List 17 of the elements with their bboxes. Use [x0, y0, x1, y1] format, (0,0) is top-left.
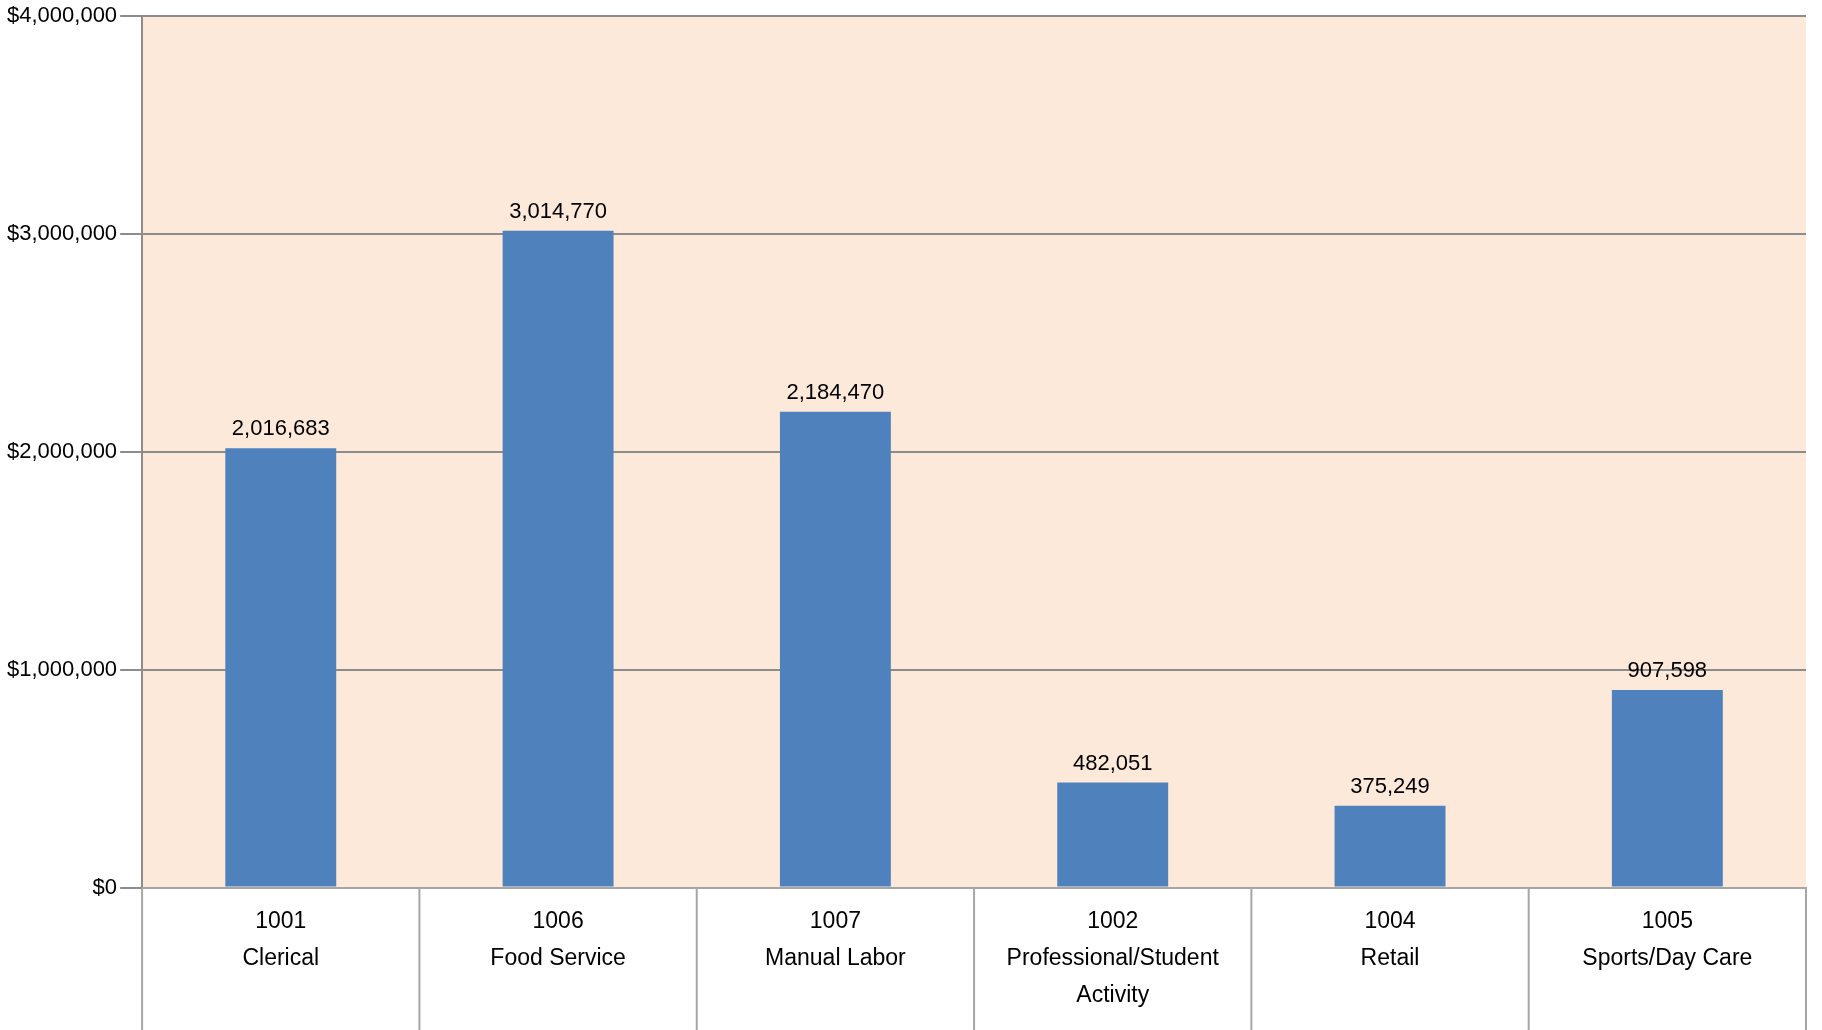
- y-tick-label: $4,000,000: [7, 2, 118, 28]
- data-label: 2,184,470: [786, 378, 885, 404]
- data-label: 2,016,683: [231, 415, 330, 441]
- data-label: 482,051: [1072, 749, 1153, 775]
- data-label: 907,598: [1627, 656, 1708, 682]
- data-label: 3,014,770: [509, 197, 608, 223]
- x-tick-label: 1006 Food Service: [490, 907, 626, 971]
- x-tick-label: 1002 Professional/Student Activity: [1006, 907, 1220, 1007]
- y-tick-label: $0: [92, 873, 118, 899]
- y-tick-label: $3,000,000: [7, 220, 118, 246]
- x-tick-label: 1005 Sports/Day Care: [1582, 907, 1753, 971]
- x-tick-label: 1004 Retail: [1360, 907, 1420, 971]
- x-tick-label: 1001 Clerical: [242, 907, 320, 971]
- x-tick-label: 1007 Manual Labor: [765, 907, 907, 971]
- y-tick-label: $1,000,000: [7, 655, 118, 681]
- data-label: 375,249: [1350, 772, 1430, 798]
- y-tick-label: $2,000,000: [7, 437, 118, 463]
